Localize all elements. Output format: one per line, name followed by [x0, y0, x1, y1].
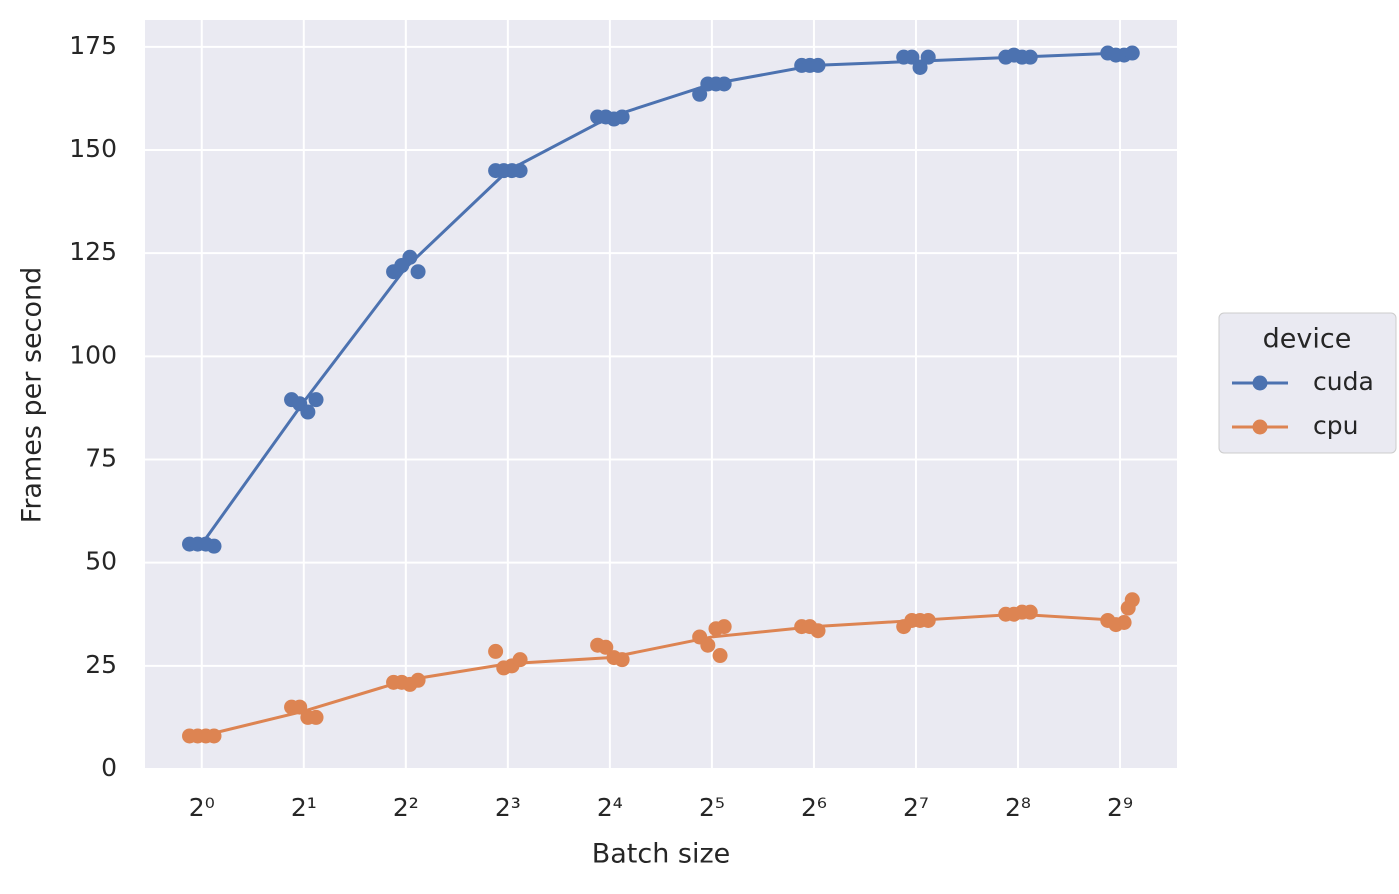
data-point: [1116, 615, 1132, 631]
data-point: [712, 648, 728, 664]
data-point: [410, 672, 426, 688]
y-tick-label: 125: [69, 237, 117, 266]
data-point: [912, 59, 928, 75]
x-tick-label: 2⁸: [1005, 793, 1031, 822]
series-line: [201, 612, 1121, 738]
x-tick-label: 2³: [495, 793, 521, 822]
data-point: [920, 49, 936, 65]
data-point: [488, 643, 504, 659]
data-point: [810, 623, 826, 639]
data-point: [692, 86, 708, 102]
y-tick-label: 175: [69, 31, 117, 60]
data-point: [1022, 604, 1038, 620]
data-point: [700, 637, 716, 653]
marks: [182, 45, 1140, 744]
data-point: [904, 49, 920, 65]
data-point: [206, 728, 222, 744]
y-tick-label: 25: [85, 650, 117, 679]
data-point: [716, 619, 732, 635]
data-point: [402, 249, 418, 265]
x-tick-label: 2⁵: [699, 793, 725, 822]
data-point: [512, 652, 528, 668]
x-tick-label: 2⁹: [1107, 793, 1133, 822]
data-point: [1120, 600, 1136, 616]
data-point: [308, 392, 324, 408]
legend-marker: [1252, 375, 1268, 391]
y-tick-label: 50: [85, 547, 117, 576]
x-tick-label: 2⁴: [597, 793, 623, 822]
x-tick-label: 2⁰: [189, 793, 215, 822]
data-point: [716, 76, 732, 92]
x-tick-label: 2²: [393, 793, 419, 822]
data-point: [206, 538, 222, 554]
data-point: [810, 57, 826, 73]
y-tick-label: 100: [69, 340, 117, 369]
y-tick-label: 75: [85, 443, 117, 472]
data-point: [1022, 49, 1038, 65]
data-point: [1124, 45, 1140, 61]
legend-marker: [1252, 419, 1268, 435]
x-tick-label: 2¹: [291, 793, 317, 822]
data-point: [308, 709, 324, 725]
data-point: [614, 652, 630, 668]
x-tick-label: 2⁷: [903, 793, 929, 822]
y-tick-label: 0: [101, 753, 117, 782]
data-point: [614, 109, 630, 125]
series-line: [200, 51, 1121, 545]
plot-area: [145, 20, 1177, 769]
y-tick-label: 150: [69, 134, 117, 163]
y-axis-label: Frames per second: [17, 267, 48, 524]
data-point: [410, 264, 426, 280]
data-point: [512, 163, 528, 179]
x-axis-label: Batch size: [592, 839, 731, 870]
legend-label: cuda: [1313, 367, 1374, 396]
data-point: [300, 404, 316, 420]
legend-label: cpu: [1313, 411, 1358, 440]
legend-box: [1218, 312, 1397, 454]
data-point: [598, 639, 614, 655]
data-point: [292, 699, 308, 715]
x-tick-label: 2⁶: [801, 793, 827, 822]
data-point: [920, 612, 936, 628]
legend-title: device: [1263, 324, 1352, 355]
